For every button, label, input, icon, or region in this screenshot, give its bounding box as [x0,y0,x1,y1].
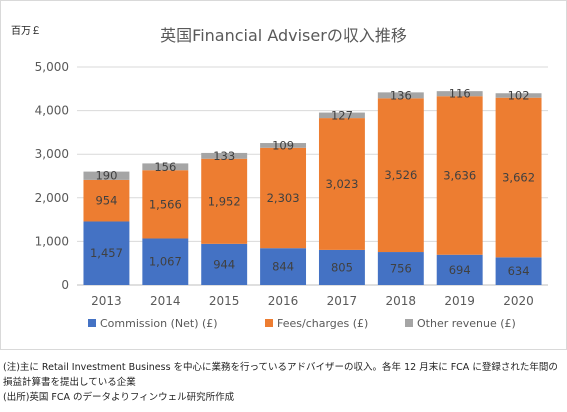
data-label: 944 [213,257,235,271]
data-label: 102 [508,88,530,102]
bar-segment [377,98,424,253]
data-label: 634 [508,264,530,278]
data-label: 844 [272,260,294,274]
bar-segment [495,93,542,98]
legend-swatch [265,319,273,327]
bar-segment [142,170,189,239]
y-tick-label: 5,000 [35,60,69,74]
bar-segment [83,171,130,180]
legend-label: Commission (Net) (£) [100,317,218,330]
bar-segment [436,254,483,285]
legend-swatch [88,319,96,327]
bar-segment [83,221,130,285]
data-label: 3,526 [384,168,417,182]
data-label: 1,952 [208,194,241,208]
x-tick-label: 2014 [150,294,181,308]
data-label: 1,566 [149,197,182,211]
note-line-1: (注)主に Retail Investment Business を中心に業務を… [3,362,558,373]
data-label: 3,636 [443,168,476,182]
bar-segment [201,158,248,244]
x-tick-label: 2016 [268,294,299,308]
data-label: 190 [95,169,117,183]
data-label: 116 [449,87,471,101]
x-tick-label: 2015 [209,294,240,308]
bar-segment [436,91,483,97]
bar-segment [260,143,307,148]
x-tick-label: 2018 [386,294,417,308]
data-label: 2,303 [267,191,300,205]
bar-segment [377,92,424,99]
data-label: 756 [390,262,412,276]
legend-label: Other revenue (£) [417,317,516,330]
bar-segment [260,147,307,249]
bar-segment [318,112,365,119]
y-tick-label: 1,000 [35,234,69,248]
legend-swatch [405,319,413,327]
y-tick-label: 4,000 [35,104,69,118]
x-tick-label: 2017 [327,294,358,308]
stacked-bar-chart: 0 1,000 2,000 3,000 4,000 5,000 1,457 954 190 201… [35,60,548,330]
data-label: 127 [331,108,353,122]
data-label: 109 [272,138,294,152]
legend-label: Fees/charges (£) [277,317,368,330]
data-label: 156 [154,160,176,174]
x-tick-label: 2019 [444,294,475,308]
bar-segment [260,248,307,285]
data-label: 3,662 [502,171,535,185]
bar-segment [318,118,365,250]
unit-label: 百万￡ [11,26,41,37]
data-label: 1,067 [149,255,182,269]
data-label: 136 [390,88,412,102]
y-tick-label: 3,000 [35,147,69,161]
bar-segment [142,163,189,171]
bar-segment [83,179,130,222]
bar-segment [495,257,542,285]
data-label: 805 [331,260,353,274]
data-label: 694 [449,263,471,277]
bar-segment [201,152,248,159]
bar-segment [142,238,189,285]
data-label: 3,023 [325,177,358,191]
bar-segment [318,249,365,285]
note-line-3: (出所)英国 FCA のデータよりフィンウェル研究所作成 [3,392,235,403]
bar-segment [377,252,424,285]
bar-segment [495,97,542,258]
data-label: 1,457 [90,246,123,260]
data-label: 954 [95,194,117,208]
data-label: 133 [213,149,235,163]
y-tick-label: 0 [61,278,69,292]
bar-segment [201,243,248,285]
footnotes: (注)主に Retail Investment Business を中心に業務を… [3,360,565,405]
chart-title: 英国Financial Adviserの収入推移 [160,26,407,45]
y-tick-label: 2,000 [35,191,69,205]
note-line-2: 損益計算書を提出している企業 [3,377,136,388]
x-tick-label: 2020 [503,294,534,308]
x-tick-label: 2013 [91,294,122,308]
bar-segment [436,96,483,255]
